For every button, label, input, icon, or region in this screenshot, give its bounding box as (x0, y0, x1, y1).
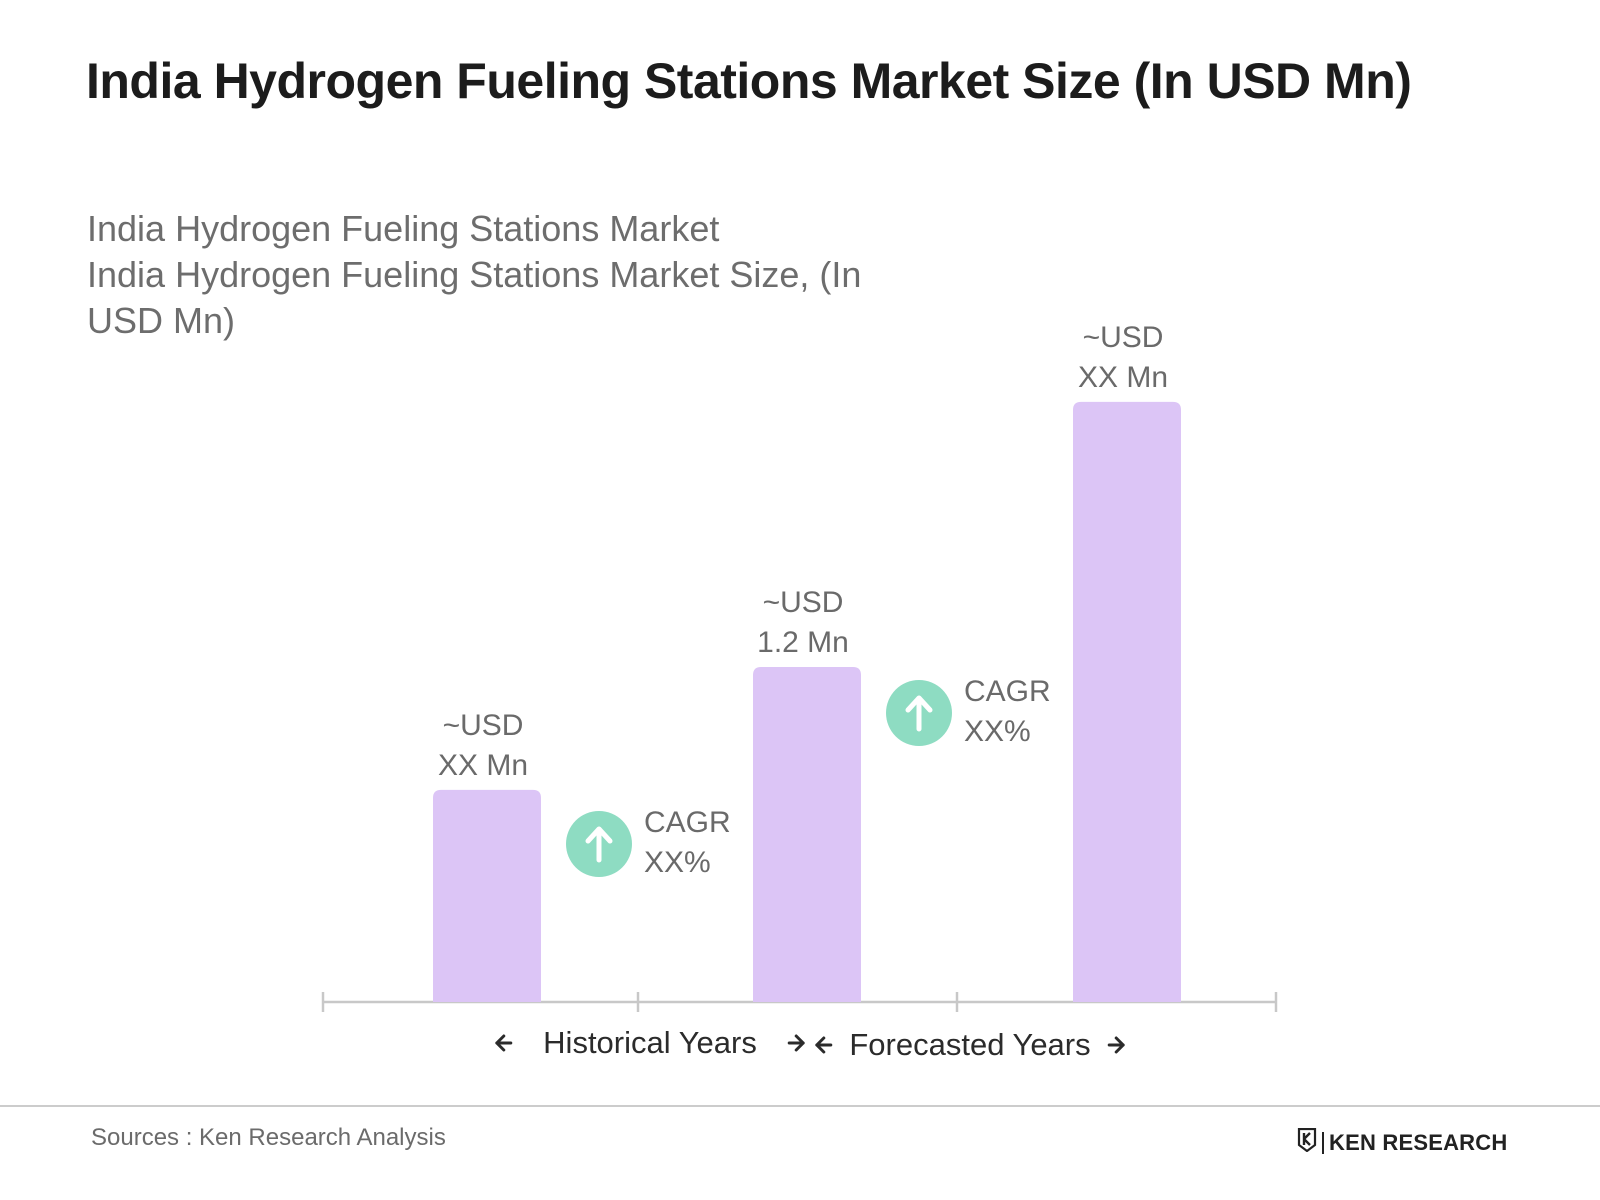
arrow-left-icon (495, 1034, 513, 1052)
cagr-badge: CAGR XX% (886, 675, 1051, 748)
brand-name: KEN RESEARCH (1329, 1129, 1508, 1155)
bar-value-label: ~USD (763, 586, 844, 619)
source-note: Sources : Ken Research Analysis (91, 1124, 446, 1151)
period-label: Forecasted Years (849, 1027, 1090, 1062)
cagr-label: CAGR (964, 675, 1051, 708)
bar-value-label: ~USD (1083, 321, 1164, 354)
footer-divider (0, 1105, 1600, 1107)
period-label: Historical Years (543, 1025, 757, 1060)
cagr-label: XX% (964, 715, 1031, 748)
bar-value-label: 1.2 Mn (757, 626, 849, 659)
bar-value-label: ~USD (443, 709, 524, 742)
bar (1073, 401, 1181, 1002)
subtitle-line-2: India Hydrogen Fueling Stations Market S… (87, 254, 862, 341)
arrow-right-icon (1107, 1036, 1125, 1054)
bar-value-label: XX Mn (1078, 361, 1168, 394)
cagr-badge: CAGR XX% (566, 806, 731, 879)
page-title: India Hydrogen Fueling Stations Market S… (86, 53, 1412, 109)
cagr-label: CAGR (644, 806, 731, 839)
brand-separator (1322, 1131, 1324, 1154)
arrow-up-icon (585, 826, 613, 863)
bar (753, 667, 861, 1002)
bar-value-label: XX Mn (438, 749, 528, 782)
ken-research-logo-icon (1297, 1127, 1317, 1157)
arrow-right-icon (787, 1034, 805, 1052)
arrow-left-icon (815, 1036, 833, 1054)
chart-subtitle: India Hydrogen Fueling Stations Market I… (87, 206, 907, 344)
cagr-label: XX% (644, 846, 711, 879)
brand: KEN RESEARCH (1297, 1127, 1508, 1157)
subtitle-line-1: India Hydrogen Fueling Stations Market (87, 208, 720, 249)
arrow-up-icon (905, 695, 933, 732)
bar (433, 789, 541, 1002)
